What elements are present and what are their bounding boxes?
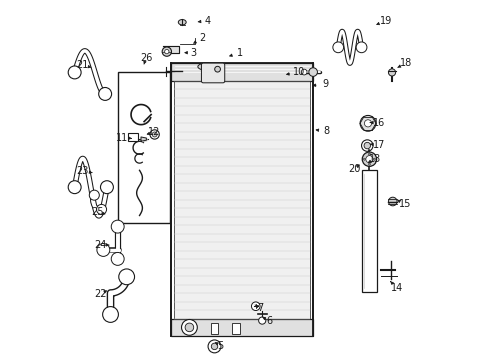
Circle shape: [208, 340, 221, 353]
Circle shape: [360, 116, 376, 131]
Bar: [174, 81, 310, 319]
Circle shape: [185, 323, 194, 332]
Circle shape: [365, 120, 371, 127]
Text: 22: 22: [94, 289, 106, 299]
Text: 7: 7: [257, 303, 264, 314]
Text: 10: 10: [293, 67, 305, 77]
Circle shape: [356, 42, 367, 53]
Text: 3: 3: [190, 48, 196, 58]
Circle shape: [68, 66, 81, 79]
Circle shape: [111, 220, 124, 233]
Circle shape: [89, 190, 99, 200]
Bar: [172, 63, 313, 336]
Circle shape: [119, 269, 135, 285]
Circle shape: [98, 87, 112, 100]
Circle shape: [150, 130, 159, 139]
Text: 8: 8: [324, 126, 330, 136]
Circle shape: [102, 307, 119, 322]
Circle shape: [251, 302, 260, 311]
Circle shape: [368, 153, 370, 155]
Ellipse shape: [198, 63, 216, 70]
Circle shape: [333, 42, 343, 53]
Bar: [118, 72, 170, 223]
Bar: [211, 323, 218, 334]
Text: 9: 9: [322, 79, 328, 89]
Circle shape: [97, 243, 110, 256]
Text: 1: 1: [237, 48, 243, 58]
Text: 16: 16: [373, 118, 386, 128]
Text: 14: 14: [391, 283, 403, 293]
Text: 6: 6: [266, 316, 272, 326]
Circle shape: [97, 204, 107, 215]
Circle shape: [111, 252, 124, 265]
Bar: [232, 323, 240, 334]
Circle shape: [181, 319, 197, 335]
Text: 20: 20: [348, 164, 360, 174]
Text: 19: 19: [380, 16, 392, 26]
Circle shape: [259, 317, 266, 324]
FancyBboxPatch shape: [201, 63, 225, 83]
Bar: [172, 319, 313, 336]
Text: 17: 17: [373, 140, 386, 150]
Circle shape: [364, 158, 366, 160]
Circle shape: [152, 132, 157, 137]
Text: 2: 2: [199, 33, 205, 43]
Circle shape: [309, 68, 318, 76]
Text: 23: 23: [77, 166, 89, 176]
Text: 4: 4: [204, 16, 210, 26]
Text: 5: 5: [218, 341, 224, 351]
Text: 24: 24: [94, 239, 106, 249]
Bar: [362, 170, 377, 292]
Circle shape: [364, 142, 370, 149]
Polygon shape: [163, 46, 179, 53]
Circle shape: [366, 156, 373, 163]
Text: 12: 12: [148, 127, 160, 137]
Text: 25: 25: [91, 207, 103, 217]
Circle shape: [162, 47, 171, 56]
Text: 13: 13: [368, 154, 381, 164]
Bar: [172, 63, 313, 81]
Circle shape: [100, 181, 113, 194]
Ellipse shape: [178, 19, 186, 25]
Text: 11: 11: [116, 133, 128, 143]
Circle shape: [389, 69, 395, 76]
Circle shape: [68, 181, 81, 194]
Circle shape: [301, 69, 307, 75]
Circle shape: [389, 197, 397, 206]
Text: 21: 21: [76, 60, 88, 70]
Bar: [128, 134, 139, 141]
Circle shape: [215, 66, 220, 72]
Text: 18: 18: [400, 58, 413, 68]
Circle shape: [211, 343, 218, 350]
Text: 26: 26: [140, 53, 152, 63]
Circle shape: [362, 140, 373, 151]
Circle shape: [165, 49, 169, 54]
Circle shape: [368, 163, 370, 165]
Text: 15: 15: [399, 199, 411, 210]
Circle shape: [362, 152, 377, 166]
Circle shape: [373, 158, 375, 160]
